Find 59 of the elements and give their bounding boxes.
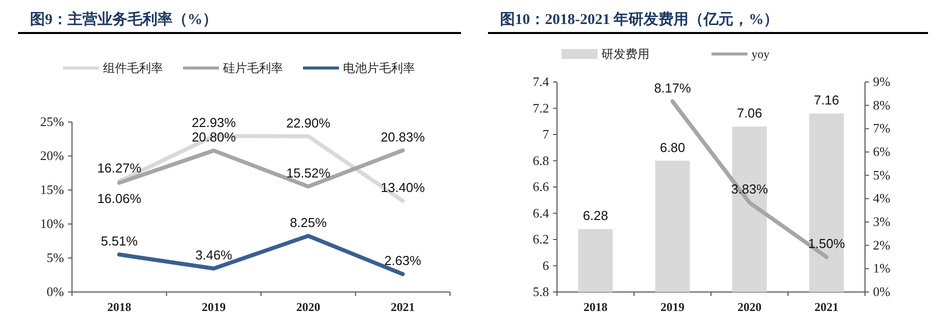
y-tick-label: 20% [40,148,64,163]
y2-tick-label: 0% [873,284,890,299]
y2-tick-label: 3% [873,214,890,229]
data-label: 16.27% [97,160,142,176]
x-tick-label: 2018 [584,300,608,314]
x-tick-label: 2019 [202,300,226,314]
data-label: 5.51% [100,234,138,249]
data-label: 16.06% [97,190,142,206]
chart-title: 图10：2018-2021 年研发费用（亿元，%） [500,11,779,28]
x-tick-label: 2018 [107,300,132,314]
y-tick-label: 5.8 [532,284,549,299]
y-tick-label: 6.6 [532,179,550,194]
y-tick-label: 7.4 [532,74,550,89]
data-label: 20.83% [380,129,426,144]
x-tick-label: 2021 [814,300,838,314]
y2-tick-label: 9% [873,74,890,89]
data-label: 3.46% [195,247,233,262]
y-tick-label: 25% [40,114,64,129]
y-tick-label: 6 [542,258,550,273]
chart-title: 图9：主营业务毛利率（%） [30,10,218,28]
y-tick-label: 0% [46,284,64,299]
y-tick-label: 6.8 [532,152,549,168]
legend-label: yoy [752,47,770,61]
y2-tick-label: 1% [873,260,890,276]
legend-label: 电池片毛利率 [343,61,415,75]
x-tick-label: 2021 [390,300,415,314]
data-label: 8.25% [290,214,328,230]
data-label: 13.40% [380,180,426,195]
y2-tick-label: 8% [873,97,890,112]
legend-label: 硅片毛利率 [222,61,283,75]
y2-tick-label: 4% [873,190,890,206]
y-tick-label: 7 [542,126,550,142]
x-tick-label: 2020 [738,300,762,314]
y-tick-label: 6.2 [532,232,549,246]
legend-label: 研发费用 [602,47,650,61]
data-label: 8.17% [654,80,692,96]
y-tick-label: 7.2 [532,100,549,116]
y2-tick-label: 5% [873,167,890,182]
data-label: 2.63% [384,253,422,268]
data-label: 6.80 [660,140,686,155]
data-label: 1.50% [808,236,846,251]
data-label: 7.06 [736,106,762,121]
data-label: 22.93% [192,115,236,130]
y-tick-label: 15% [40,182,64,197]
x-tick-label: 2019 [660,300,684,314]
y-tick-label: 6.4 [532,205,550,220]
y-tick-label: 10% [40,216,64,231]
data-label: 6.28 [582,208,608,223]
legend-label: 组件毛利率 [103,61,163,75]
y2-tick-label: 7% [873,120,890,136]
x-tick-label: 2020 [296,300,320,314]
data-label: 7.16 [814,92,840,108]
data-label: 22.90% [286,115,331,130]
y-tick-label: 5% [46,250,64,265]
y2-tick-label: 6% [873,144,890,159]
data-label: 3.83% [731,182,768,197]
data-label: 20.80% [192,130,236,145]
y2-tick-label: 2% [873,237,890,252]
data-label: 15.52% [286,165,331,180]
